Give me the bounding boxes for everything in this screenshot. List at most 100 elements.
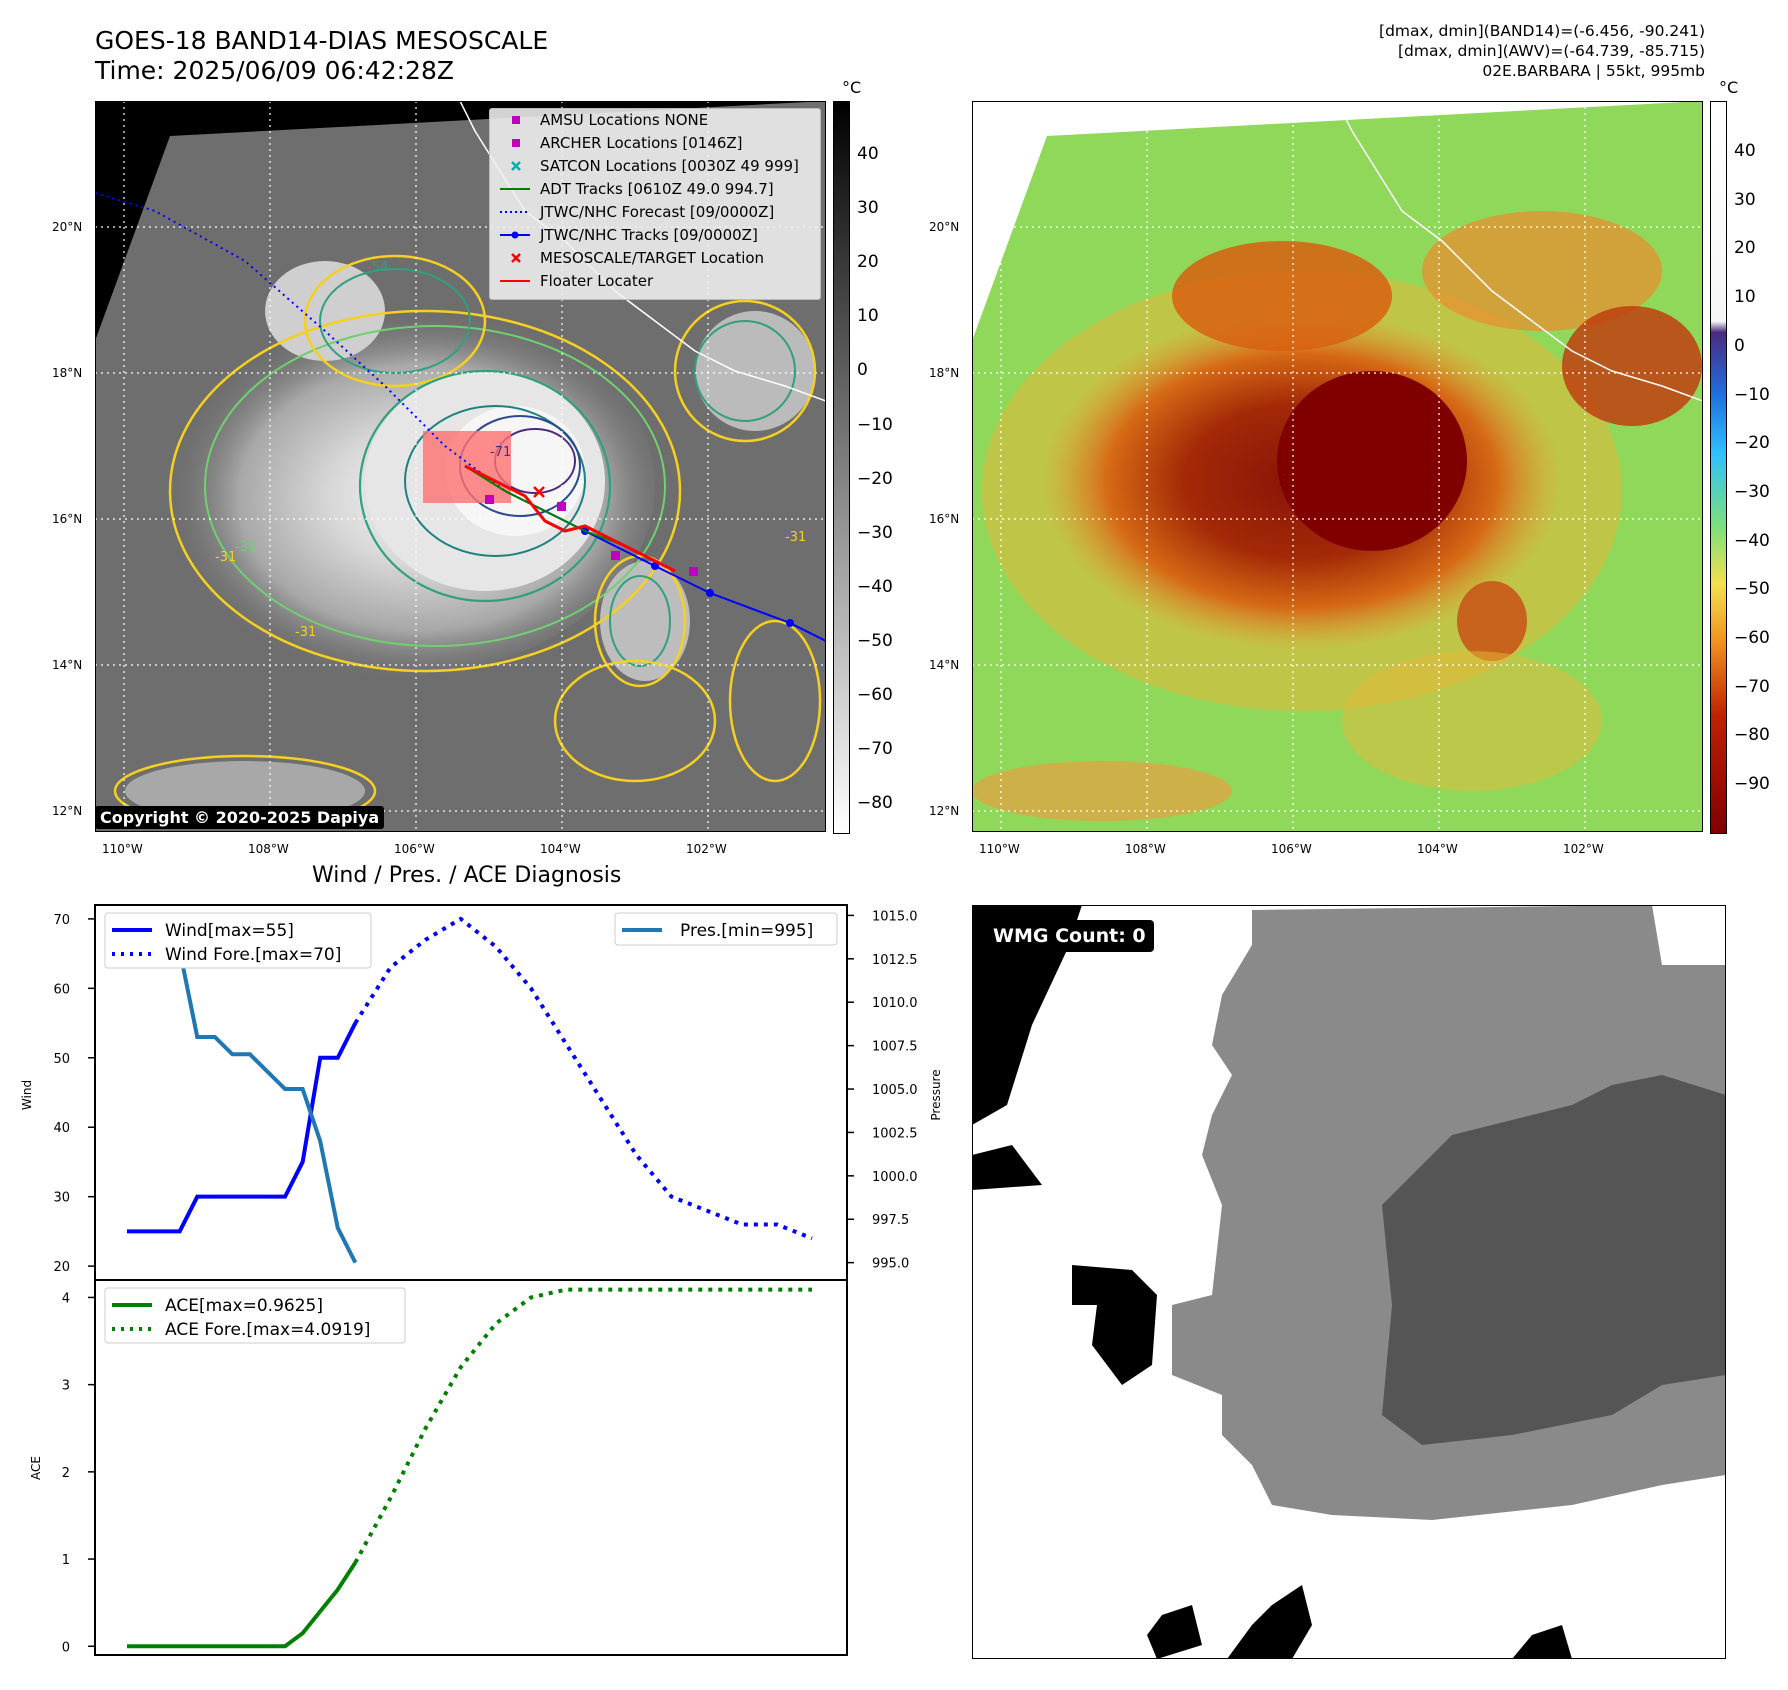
colorbar-tick-label: −20 bbox=[1734, 433, 1770, 454]
wmg-dark-region bbox=[1382, 1075, 1726, 1445]
ace-tick-label: 2 bbox=[62, 1466, 70, 1481]
colorbar-tick-label: −40 bbox=[1734, 530, 1770, 551]
wind-forecast-line bbox=[353, 916, 813, 1241]
colorbar-tick-label: 40 bbox=[857, 144, 879, 164]
lon-label: 104°W bbox=[1417, 842, 1458, 856]
pres-legend bbox=[614, 912, 838, 946]
legend-label: ARCHER Locations [0146Z] bbox=[540, 134, 743, 152]
pres-tick-label: 997.5 bbox=[872, 1213, 909, 1228]
floater-locater bbox=[464, 464, 676, 573]
copyright-badge: Copyright © 2020-2025 Dapiya bbox=[95, 806, 385, 829]
lat-label: 18°N bbox=[929, 366, 960, 380]
figure-title-line2: Time: 2025/06/09 06:42:28Z bbox=[95, 56, 454, 85]
legend-ace-fore: ACE Fore.[max=4.0919] bbox=[165, 1320, 370, 1340]
legend-symbol-icon bbox=[498, 201, 532, 224]
svg-text:-31: -31 bbox=[235, 540, 256, 555]
svg-text:-54: -54 bbox=[367, 260, 388, 275]
map-legend-item: ARCHER Locations [0146Z] bbox=[490, 132, 820, 155]
legend-label: MESOSCALE/TARGET Location bbox=[540, 249, 765, 267]
map-legend-item: AMSU Locations NONE bbox=[490, 109, 820, 132]
colorbar-tick-label: −80 bbox=[1734, 725, 1770, 746]
lon-label: 104°W bbox=[540, 842, 581, 856]
info-line1: [dmax, dmin](BAND14)=(-6.456, -90.241) bbox=[1379, 22, 1705, 40]
wmg-black-region bbox=[972, 905, 1082, 1125]
lat-label: 12°N bbox=[929, 804, 960, 818]
legend-label: AMSU Locations NONE bbox=[540, 111, 709, 129]
legend-ace: ACE[max=0.9625] bbox=[165, 1296, 323, 1316]
map-legend-item: SATCON Locations [0030Z 49 999] bbox=[490, 155, 820, 178]
svg-text:-31: -31 bbox=[215, 550, 236, 565]
colorbar-tick-label: 20 bbox=[857, 252, 879, 273]
legend-symbol-icon bbox=[498, 109, 532, 132]
legend-label: JTWC/NHC Tracks [09/0000Z] bbox=[540, 226, 758, 244]
pres-tick-label: 1012.5 bbox=[872, 953, 918, 968]
pressure-axis-label: Pressure bbox=[929, 1069, 943, 1120]
wind-axis-label: Wind bbox=[20, 1080, 34, 1110]
forecast-track bbox=[95, 192, 506, 492]
wind-tick-label: 60 bbox=[53, 982, 70, 997]
legend-label: Floater Locater bbox=[540, 272, 654, 290]
awv-satellite-map bbox=[972, 101, 1703, 832]
pres-tick-label: 995.0 bbox=[872, 1257, 909, 1272]
legend-symbol-icon bbox=[498, 270, 532, 293]
colorbar-tick-label: −90 bbox=[1734, 774, 1770, 795]
colorbar-tick-label: 40 bbox=[1734, 141, 1756, 161]
colorbar-tick-label: −30 bbox=[1734, 481, 1770, 502]
legend-label: JTWC/NHC Forecast [09/0000Z] bbox=[540, 203, 775, 221]
svg-text:-31: -31 bbox=[785, 530, 806, 545]
colorbar-awv-unit: °C bbox=[1719, 78, 1739, 97]
wind-tick-label: 50 bbox=[53, 1052, 70, 1067]
lon-label: 102°W bbox=[1563, 842, 1604, 856]
lat-label: 14°N bbox=[52, 658, 83, 672]
legend-wind-fore: Wind Fore.[max=70] bbox=[165, 945, 341, 965]
colorbar-tick-label: 30 bbox=[1734, 189, 1756, 210]
legend-symbol-icon bbox=[498, 247, 532, 270]
svg-text:-31: -31 bbox=[295, 625, 316, 640]
legend-symbol-icon bbox=[498, 155, 532, 178]
colorbar-tick-label: 20 bbox=[1734, 238, 1756, 259]
ace-line bbox=[127, 1561, 358, 1649]
lat-label: 14°N bbox=[929, 658, 960, 672]
ace-tick-label: 3 bbox=[62, 1379, 70, 1394]
lon-label: 110°W bbox=[979, 842, 1020, 856]
colorbar-tick-label: 0 bbox=[1734, 335, 1745, 356]
colorbar-tick-label: 0 bbox=[857, 360, 868, 381]
wmg-count-badge: WMG Count: 0 bbox=[985, 920, 1154, 952]
lat-label: 20°N bbox=[929, 220, 960, 234]
target-marker bbox=[533, 486, 545, 498]
map-legend-item: JTWC/NHC Tracks [09/0000Z] bbox=[490, 224, 820, 247]
colorbar-tick-label: 10 bbox=[857, 306, 879, 327]
wind-legend bbox=[104, 912, 372, 969]
colorbar-tick-label: −10 bbox=[857, 414, 893, 435]
lon-label: 108°W bbox=[1125, 842, 1166, 856]
lon-label: 110°W bbox=[102, 842, 143, 856]
legend-symbol-icon bbox=[498, 178, 532, 201]
legend-symbol-icon bbox=[498, 132, 532, 155]
wind-tick-label: 70 bbox=[53, 913, 70, 928]
legend-wind: Wind[max=55] bbox=[165, 921, 294, 941]
wind-line bbox=[127, 1022, 358, 1234]
lon-label: 108°W bbox=[248, 842, 289, 856]
colorbar-tick-label: −50 bbox=[857, 630, 893, 651]
lon-label: 102°W bbox=[686, 842, 727, 856]
ace-tick-label: 1 bbox=[62, 1553, 70, 1568]
colorbar-tick-label: −40 bbox=[857, 576, 893, 597]
pres-tick-label: 1005.0 bbox=[872, 1083, 918, 1098]
ace-legend bbox=[104, 1287, 406, 1344]
figure-title-line1: GOES-18 BAND14-DIAS MESOSCALE bbox=[95, 26, 549, 55]
diag-title: Wind / Pres. / ACE Diagnosis bbox=[312, 863, 622, 888]
info-line2: [dmax, dmin](AWV)=(-64.739, -85.715) bbox=[1398, 42, 1705, 60]
legend-symbol-icon bbox=[498, 224, 532, 247]
colorbar-ir-unit: °C bbox=[842, 78, 862, 97]
lat-label: 12°N bbox=[52, 804, 83, 818]
colorbar-tick-label: −10 bbox=[1734, 384, 1770, 405]
pres-tick-label: 1010.0 bbox=[872, 996, 918, 1011]
colorbar-tick-label: −60 bbox=[857, 685, 893, 705]
wmg-map bbox=[972, 905, 1726, 1659]
colorbar-ir bbox=[833, 101, 850, 834]
colorbar-tick-label: −30 bbox=[857, 522, 893, 543]
lon-label: 106°W bbox=[1271, 842, 1312, 856]
svg-text:-71: -71 bbox=[490, 445, 511, 460]
colorbar-tick-label: −60 bbox=[1734, 628, 1770, 648]
